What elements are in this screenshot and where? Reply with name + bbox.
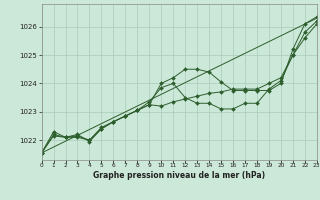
X-axis label: Graphe pression niveau de la mer (hPa): Graphe pression niveau de la mer (hPa) [93, 171, 265, 180]
